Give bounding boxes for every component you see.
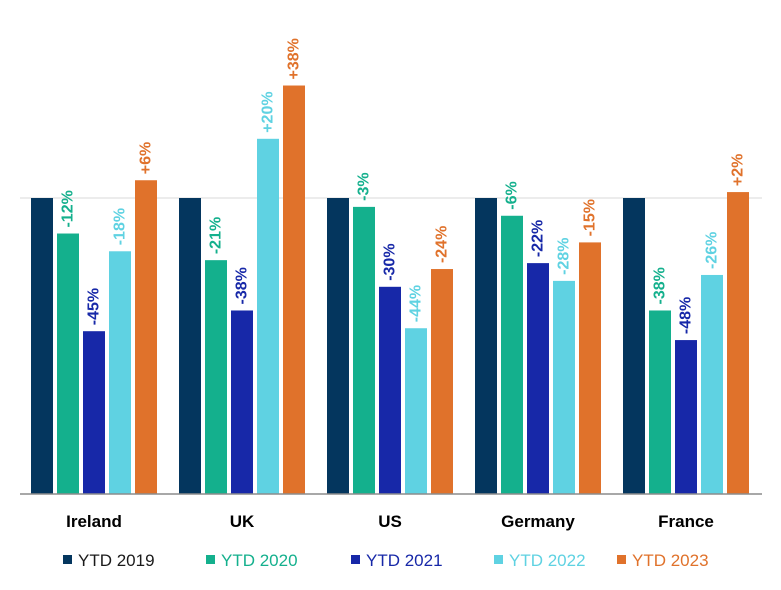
bar-france-ytd-2019: [623, 198, 645, 494]
bar-us-ytd-2023: [431, 269, 453, 494]
bar-us-ytd-2019: [327, 198, 349, 494]
data-label-us-ytd-2021: -30%: [382, 243, 399, 280]
legend-label-ytd-2023: YTD 2023: [632, 551, 709, 570]
bar-germany-ytd-2019: [475, 198, 497, 494]
data-label-ireland-ytd-2020: -12%: [60, 190, 77, 227]
bar-germany-ytd-2021: [527, 263, 549, 494]
data-label-us-ytd-2023: -24%: [434, 226, 451, 263]
category-labels-group: Ireland UK US Germany France: [66, 512, 714, 531]
bar-ireland-ytd-2019: [31, 198, 53, 494]
legend-swatch-ytd-2021: [351, 555, 360, 564]
data-label-germany-ytd-2023: -15%: [582, 199, 599, 236]
bar-ireland-ytd-2021: [83, 331, 105, 494]
data-label-uk-ytd-2022: +20%: [260, 91, 277, 132]
bar-uk-ytd-2021: [231, 310, 253, 494]
category-label-germany: Germany: [501, 512, 575, 531]
bar-france-ytd-2023: [727, 192, 749, 494]
legend: YTD 2019 YTD 2020 YTD 2021 YTD 2022 YTD 2023: [63, 551, 709, 570]
data-label-germany-ytd-2021: -22%: [530, 220, 547, 257]
bars-group: [31, 85, 749, 495]
bar-uk-ytd-2023: [283, 85, 305, 495]
bar-us-ytd-2022: [405, 328, 427, 494]
bar-uk-ytd-2022: [257, 138, 279, 495]
data-label-ireland-ytd-2023: +6%: [138, 142, 155, 174]
data-label-uk-ytd-2023: +38%: [286, 38, 303, 79]
bar-us-ytd-2020: [353, 206, 375, 494]
data-label-france-ytd-2020: -38%: [652, 267, 669, 304]
category-label-us: US: [378, 512, 402, 531]
data-labels-group: -12% -45% -18% +6% -21% -38% +20% +38% -3% -30% -4…: [60, 38, 747, 334]
bar-ireland-ytd-2023: [135, 180, 157, 495]
legend-label-ytd-2019: YTD 2019: [78, 551, 155, 570]
category-label-uk: UK: [230, 512, 255, 531]
data-label-germany-ytd-2020: -6%: [504, 181, 521, 209]
legend-label-ytd-2022: YTD 2022: [509, 551, 586, 570]
bar-france-ytd-2021: [675, 340, 697, 494]
legend-swatch-ytd-2022: [494, 555, 503, 564]
data-label-ireland-ytd-2021: -45%: [86, 288, 103, 325]
data-label-us-ytd-2022: -44%: [408, 285, 425, 322]
bar-ireland-ytd-2022: [109, 251, 131, 494]
category-label-ireland: Ireland: [66, 512, 122, 531]
bar-france-ytd-2020: [649, 310, 671, 494]
bar-germany-ytd-2023: [579, 242, 601, 494]
legend-label-ytd-2021: YTD 2021: [366, 551, 443, 570]
bar-germany-ytd-2022: [553, 280, 575, 494]
bar-france-ytd-2022: [701, 274, 723, 494]
data-label-france-ytd-2021: -48%: [678, 297, 695, 334]
data-label-france-ytd-2022: -26%: [704, 232, 721, 269]
legend-swatch-ytd-2020: [206, 555, 215, 564]
category-label-france: France: [658, 512, 714, 531]
bar-germany-ytd-2020: [501, 215, 523, 494]
data-label-us-ytd-2020: -3%: [356, 172, 373, 200]
data-label-france-ytd-2023: +2%: [730, 154, 747, 186]
bar-us-ytd-2021: [379, 286, 401, 494]
data-label-ireland-ytd-2022: -18%: [112, 208, 129, 245]
bar-ireland-ytd-2020: [57, 233, 79, 494]
bar-uk-ytd-2020: [205, 260, 227, 494]
legend-swatch-ytd-2023: [617, 555, 626, 564]
data-label-germany-ytd-2022: -28%: [556, 238, 573, 275]
legend-swatch-ytd-2019: [63, 555, 72, 564]
bar-uk-ytd-2019: [179, 198, 201, 494]
legend-label-ytd-2020: YTD 2020: [221, 551, 298, 570]
data-label-uk-ytd-2021: -38%: [234, 267, 251, 304]
data-label-uk-ytd-2020: -21%: [208, 217, 225, 254]
